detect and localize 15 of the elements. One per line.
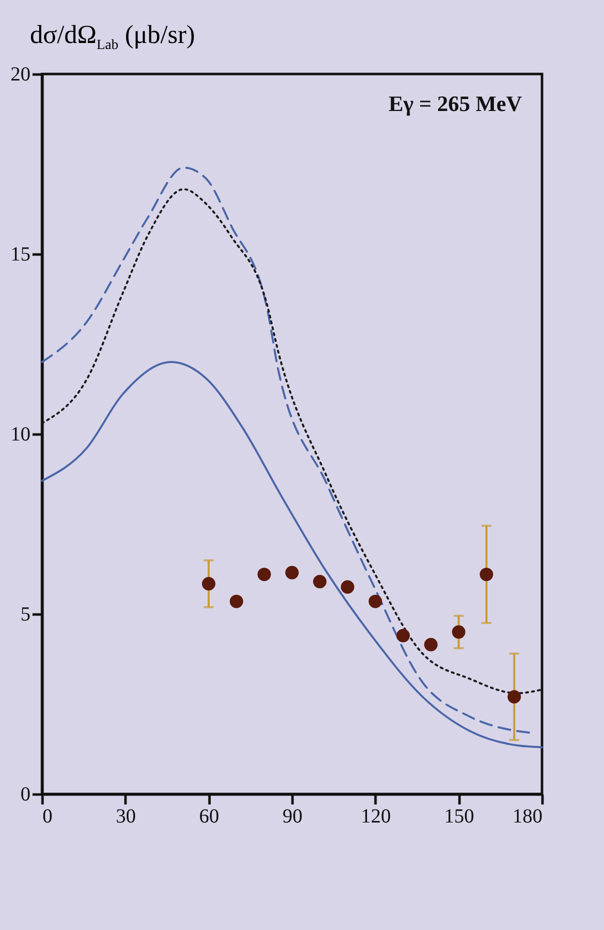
y-tick-label: 15: [10, 244, 30, 266]
y-tick-label: 10: [10, 424, 30, 446]
x-tick-label: 90: [282, 806, 302, 828]
annotation: Eγ = 265 MeV: [388, 91, 522, 116]
x-tick-label: 60: [199, 806, 220, 828]
x-tick-label: 150: [444, 806, 474, 828]
x-tick-label: 30: [116, 806, 136, 828]
x-tick-label: 180: [512, 806, 542, 828]
y-tick-label: 0: [20, 784, 30, 806]
x-tick-label: 0: [42, 806, 52, 828]
line-series: [41, 361, 543, 748]
x-tick-label: 120: [360, 806, 391, 828]
y-axis-title: dσ/dΩ$_{Lab}$ (μb/sr): [29, 19, 196, 54]
y-tick-label: 5: [20, 604, 30, 626]
y-tick-label: 20: [10, 64, 30, 86]
